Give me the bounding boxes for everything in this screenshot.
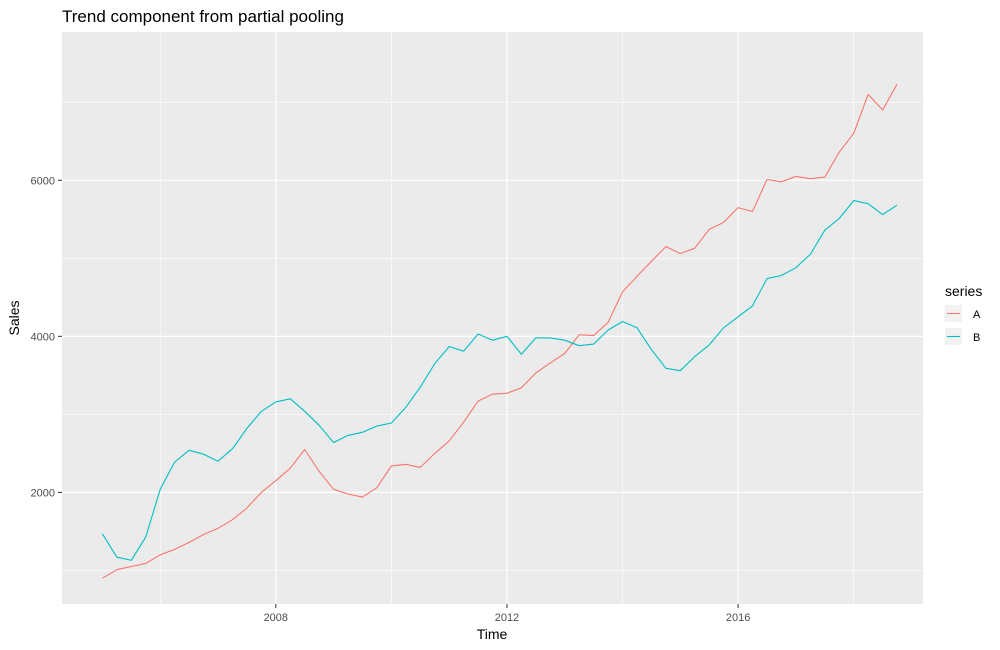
y-tick-label: 2000 <box>31 487 55 499</box>
y-tick-label: 4000 <box>31 331 55 343</box>
plot-panel <box>62 32 923 604</box>
x-tick-label: 2016 <box>726 612 750 624</box>
chart-title: Trend component from partial pooling <box>62 7 344 26</box>
series-line-a <box>102 84 898 579</box>
x-axis: 2008 2012 2016 <box>264 604 750 624</box>
legend: series AB <box>945 283 982 345</box>
legend-label-a: A <box>973 309 981 321</box>
minor-gridlines <box>62 32 923 604</box>
y-axis: 2000 4000 6000 <box>31 175 62 499</box>
x-axis-title: Time <box>477 626 508 642</box>
series-lines <box>101 84 898 579</box>
series-line-b <box>101 200 898 561</box>
x-tick-label: 2008 <box>264 612 288 624</box>
y-tick-label: 6000 <box>31 175 55 187</box>
major-gridlines <box>62 32 923 604</box>
x-tick-label: 2012 <box>495 612 519 624</box>
y-axis-title: Sales <box>6 300 22 335</box>
legend-label-b: B <box>973 332 980 344</box>
legend-title: series <box>945 283 982 299</box>
